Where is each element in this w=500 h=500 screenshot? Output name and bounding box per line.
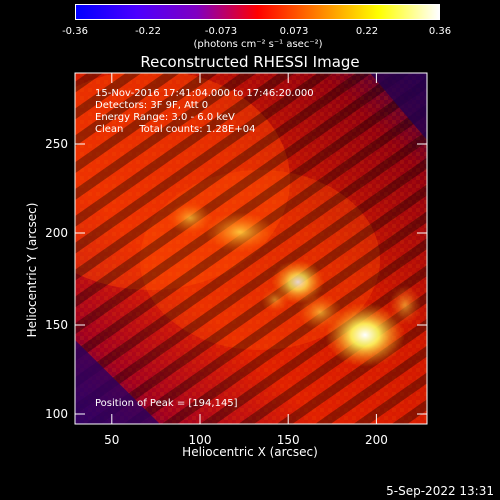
y-tick-label: 100 bbox=[45, 407, 68, 421]
annotation-energy-range: Energy Range: 3.0 - 6.0 keV bbox=[95, 112, 235, 123]
y-tick-label: 150 bbox=[45, 318, 68, 332]
x-tick-label: 100 bbox=[188, 433, 212, 447]
x-axis-label: Heliocentric X (arcsec) bbox=[182, 445, 318, 459]
plot-frame bbox=[74, 72, 428, 425]
colorbar-tick-label: -0.073 bbox=[204, 26, 238, 37]
plot-timestamp: 5-Sep-2022 13:31 bbox=[386, 484, 494, 498]
y-axis-ticks bbox=[75, 143, 427, 415]
x-tick-label: 200 bbox=[364, 433, 388, 447]
colorbar-tick-label: -0.36 bbox=[62, 26, 88, 37]
y-tick-label: 250 bbox=[45, 137, 68, 151]
annotation-peak-position: Position of Peak = [194,145] bbox=[95, 398, 238, 409]
colorbar-units-label: (photons cm⁻² s⁻¹ asec⁻²) bbox=[193, 39, 323, 50]
annotation-method-counts: Clean Total counts: 1.28E+04 bbox=[95, 124, 256, 135]
colorbar bbox=[75, 4, 440, 20]
y-tick-label: 200 bbox=[45, 226, 68, 240]
image-title: Reconstructed RHESSI Image bbox=[140, 53, 360, 71]
rhessi-image bbox=[75, 73, 427, 424]
x-tick-label: 50 bbox=[104, 433, 120, 447]
x-tick-label: 150 bbox=[276, 433, 300, 447]
y-axis-label: Heliocentric Y (arcsec) bbox=[25, 202, 39, 338]
colorbar-tick-label: 0.073 bbox=[279, 26, 309, 37]
annotation-detectors: Detectors: 3F 9F, Att 0 bbox=[95, 100, 209, 111]
annotation-time-range: 15-Nov-2016 17:41:04.000 to 17:46:20.000 bbox=[95, 88, 314, 99]
colorbar-tick-label: 0.36 bbox=[428, 26, 452, 37]
colorbar-tick-label: -0.22 bbox=[135, 26, 161, 37]
x-axis-ticks bbox=[111, 73, 377, 424]
colorbar-tick-label: 0.22 bbox=[355, 26, 379, 37]
